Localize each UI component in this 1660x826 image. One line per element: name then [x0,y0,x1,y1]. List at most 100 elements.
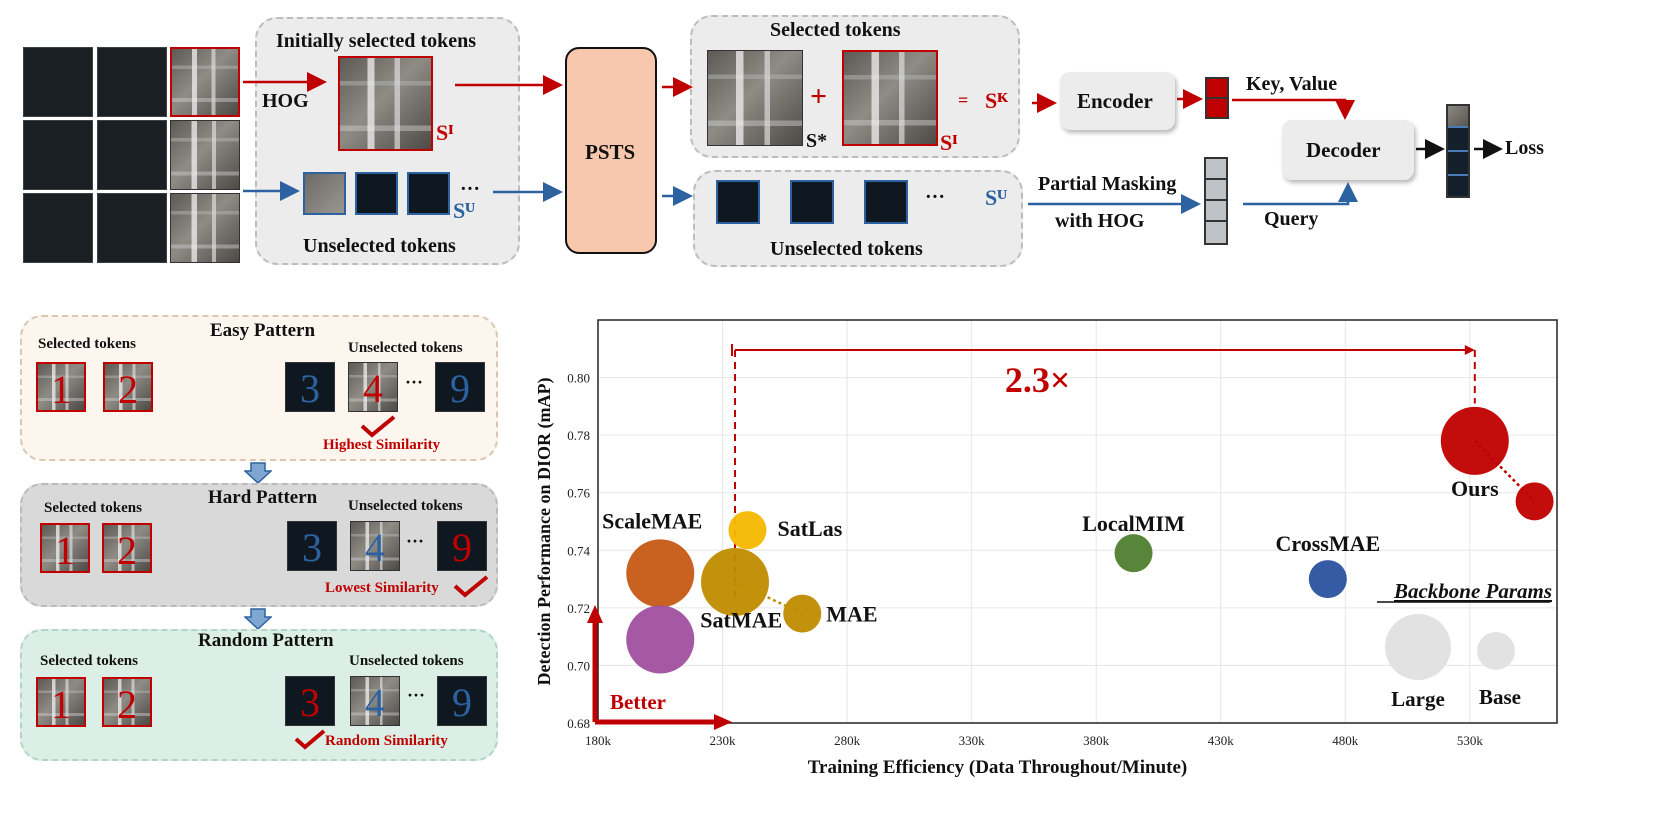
bubble-localmim [1114,534,1153,573]
hard-unselected-token-9: 9 [437,521,487,571]
arrow-down-icon [244,462,272,484]
easy-unselected-token-3: 3 [285,362,335,412]
loss-label: Loss [1505,137,1544,159]
label-crossmae: CrossMAE [1275,531,1380,556]
y-tick-label: 0.72 [567,601,590,616]
random-selected-token-2: 2 [102,677,152,727]
label-satlas: SatLas [777,516,842,541]
hard-selected-label: Selected tokens [44,500,142,516]
random-pattern-title: Random Pattern [198,630,334,651]
random-unselected-token-4: 4 [350,676,400,726]
unselected-token [716,180,760,224]
y-tick-label: 0.70 [567,658,590,673]
easy-selected-token-2: 2 [103,362,153,412]
hog-label: HOG [262,90,309,112]
bubble-satmae [626,605,695,674]
unselected-token [790,180,834,224]
hard-selected-token-1: 1 [40,523,90,573]
hard-unselected-token-4: 4 [350,521,400,571]
decoder-block [1282,120,1414,180]
better-arrowhead-up [587,605,603,623]
legend-large-label: Large [1391,687,1445,711]
bubble-scalemae [626,539,695,608]
bubble-point [701,547,769,616]
bubble-point [1515,482,1554,521]
legend-large-bubble [1385,614,1451,680]
easy-pattern-panel [20,315,498,461]
arrow-query [1243,182,1358,206]
key-value-label: Key, Value [1246,73,1338,95]
plus-sign: + [810,80,828,113]
decoder-label: Decoder [1306,138,1381,162]
patch [97,120,167,190]
unselected-token [864,180,908,224]
s-star-token-image [707,50,803,146]
partial-masking-label: Partial Masking [1038,173,1177,195]
easy-selected-token-1: 1 [36,362,86,412]
x-tick-label: 380k [1083,733,1110,748]
query-label: Query [1264,208,1319,230]
encoder-block [1060,72,1175,130]
easy-note: Highest Similarity [323,437,441,453]
arrow-down-icon [244,608,272,630]
efficiency-chart: 180k 230k 280k 330k 380k 430k 480k 530k 0.68 0.70… [534,319,1558,778]
hard-selected-token-2: 2 [102,523,152,573]
s-i-label: Sᴵ [436,120,454,145]
label-scalemae: ScaleMAE [602,508,702,533]
x-tick-label: 530k [1457,733,1484,748]
better-label: Better [610,690,666,714]
label-mae: MAE [826,602,877,627]
x-axis-label: Training Efficiency (Data Throughout/Min… [808,757,1188,778]
patch [97,193,167,263]
s-i-label-2: Sᴵ [940,130,958,155]
easy-unselected-token-9: 9 [435,362,485,412]
y-tick-label: 0.78 [567,428,590,443]
hard-unselected-label: Unselected tokens [348,498,463,514]
selected-tokens-title: Selected tokens [770,19,901,41]
unselected-tokens-title: Unselected tokens [770,238,923,260]
bubble-crossmae [1308,560,1347,599]
easy-selected-label: Selected tokens [38,336,136,352]
patch-selected [170,47,240,117]
easy-pattern-title: Easy Pattern [210,320,316,341]
check-icon [453,575,489,598]
patch [23,193,93,263]
x-tick-label: 330k [959,733,986,748]
psts-block [565,47,657,254]
unselected-token [355,172,398,215]
hard-ellipsis: ··· [406,531,425,551]
label-ours: Ours [1451,476,1499,501]
masked-query-vector [1204,157,1228,245]
legend-title: Backbone Params [1393,579,1552,603]
hard-pattern-title: Hard Pattern [208,487,318,508]
hard-note: Lowest Similarity [325,580,439,596]
random-unselected-token-9: 9 [437,676,487,726]
s-u-label-2: Sᵁ [985,185,1007,210]
bubble-satlas [728,511,767,550]
legend-base-bubble [1477,632,1515,670]
better-arrowhead-right [714,714,732,730]
s-u-label: Sᵁ [453,198,475,223]
x-tick-label: 430k [1208,733,1235,748]
with-hog-label: with HOG [1055,210,1145,232]
y-tick-label: 0.80 [567,371,590,386]
random-selected-token-1: 1 [36,677,86,727]
patch [170,120,240,190]
unselected-title: Unselected tokens [303,235,456,257]
check-icon [360,415,396,438]
plot-frame [597,319,1558,724]
x-tick-label: 180k [585,733,612,748]
s-k-label: Sᴷ [985,88,1008,113]
bubble-ours [1440,406,1509,475]
initial-selected-token-image [338,56,433,151]
legend-base-label: Base [1479,685,1521,709]
x-tick-label: 230k [710,733,737,748]
arrow-key-value [1232,98,1355,120]
patch [97,47,167,117]
encoded-token-vector [1205,77,1229,119]
random-selected-label: Selected tokens [40,653,138,669]
random-note: Random Similarity [325,733,448,749]
random-ellipsis: ··· [407,685,426,705]
label-localmim: LocalMIM [1082,511,1185,536]
y-tick-label: 0.76 [567,486,590,501]
